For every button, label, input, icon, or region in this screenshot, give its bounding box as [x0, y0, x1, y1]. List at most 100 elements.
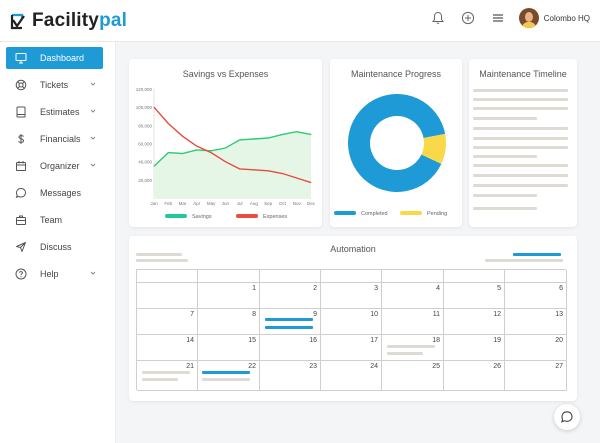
calendar-day-18[interactable]: 18 — [382, 335, 444, 361]
calendar-day-5[interactable]: 5 — [444, 283, 505, 309]
sidebar-item-help[interactable]: Help — [6, 263, 103, 285]
calendar-day-2[interactable]: 2 — [260, 283, 321, 309]
calendar-day-9[interactable]: 9 — [260, 309, 321, 335]
calendar-cell[interactable] — [198, 270, 260, 283]
sidebar-item-label: Team — [40, 215, 63, 225]
logo[interactable]: Facilitypal — [10, 10, 127, 32]
sidebar-item-team[interactable]: Team — [6, 209, 103, 231]
calendar-day-11[interactable]: 11 — [382, 309, 444, 335]
sidebar-item-financials[interactable]: Financials — [6, 128, 103, 150]
avatar[interactable] — [518, 8, 539, 28]
data-point — [310, 134, 312, 135]
event-placeholder[interactable] — [387, 345, 435, 348]
sidebar-item-label: Organizer — [40, 161, 80, 171]
data-point — [282, 173, 283, 174]
legend-swatch-pending — [400, 211, 422, 215]
highlight-bar — [513, 253, 561, 256]
maintenance-timeline-card: Maintenance Timeline — [469, 59, 577, 227]
event-bar[interactable] — [202, 371, 250, 374]
calendar-day-1[interactable]: 1 — [198, 283, 260, 309]
menu-icon[interactable] — [489, 9, 507, 27]
calendar-cell[interactable] — [137, 283, 198, 309]
timeline-placeholder — [473, 184, 568, 187]
sidebar-item-label: Estimates — [40, 107, 80, 117]
calendar-cell[interactable] — [321, 270, 382, 283]
x-tick-label: Apr — [193, 201, 201, 206]
sidebar-item-organizer[interactable]: Organizer — [6, 155, 103, 177]
add-circle-icon[interactable] — [459, 9, 477, 27]
calendar-day-25[interactable]: 25 — [382, 361, 444, 391]
user-name[interactable]: Colombo HQ — [543, 13, 590, 23]
calendar-day-10[interactable]: 10 — [321, 309, 382, 335]
data-point — [253, 169, 255, 171]
savings-expenses-card: Savings vs Expenses 20,000 40,000 60,000 80… — [129, 59, 322, 227]
calendar-day-27[interactable]: 27 — [505, 361, 567, 391]
timeline-placeholder — [473, 164, 568, 167]
calendar-cell[interactable] — [444, 270, 505, 283]
x-tick-label: Sep — [264, 201, 273, 206]
calendar-day-15[interactable]: 15 — [198, 335, 260, 361]
calendar-day-19[interactable]: 19 — [444, 335, 505, 361]
data-point — [167, 152, 169, 153]
day-number: 14 — [186, 337, 194, 344]
timeline-placeholder — [473, 137, 568, 140]
y-tick-label: 120,000 — [136, 87, 153, 92]
data-point — [296, 177, 298, 179]
sidebar-item-tickets[interactable]: Tickets — [6, 74, 103, 96]
calendar-day-3[interactable]: 3 — [321, 283, 382, 309]
event-placeholder[interactable] — [142, 371, 190, 374]
calendar-day-26[interactable]: 26 — [444, 361, 505, 391]
calendar-day-8[interactable]: 8 — [198, 309, 260, 335]
data-point — [239, 139, 241, 141]
calendar-day-21[interactable]: 21 — [137, 361, 198, 391]
card-title: Maintenance Progress — [350, 69, 442, 79]
card-title: Automation — [330, 244, 376, 254]
day-number: 4 — [436, 285, 440, 292]
sidebar-item-dashboard[interactable]: Dashboard — [6, 47, 103, 69]
day-number: 24 — [370, 363, 378, 370]
day-number: 2 — [313, 285, 317, 292]
calendar-day-22[interactable]: 22 — [198, 361, 260, 391]
data-point — [210, 150, 212, 152]
x-tick-label: Nov — [293, 201, 302, 206]
event-placeholder[interactable] — [202, 378, 250, 381]
data-point — [310, 182, 312, 183]
day-number: 23 — [309, 363, 317, 370]
sidebar-item-discuss[interactable]: Discuss — [6, 236, 103, 258]
calendar-cell[interactable] — [137, 270, 198, 283]
y-tick-label: 80,000 — [138, 123, 152, 128]
sidebar-item-label: Help — [40, 269, 59, 279]
calendar-day-17[interactable]: 17 — [321, 335, 382, 361]
calendar-cell[interactable] — [505, 270, 567, 283]
calendar-day-4[interactable]: 4 — [382, 283, 444, 309]
day-number: 7 — [190, 311, 194, 318]
chat-button[interactable] — [554, 404, 580, 430]
sidebar-item-label: Messages — [40, 188, 82, 198]
event-bar[interactable] — [265, 318, 313, 321]
sidebar-item-messages[interactable]: Messages — [6, 182, 103, 204]
calendar-cell[interactable] — [260, 270, 321, 283]
calendar-day-24[interactable]: 24 — [321, 361, 382, 391]
x-tick-label: Mar — [179, 201, 187, 206]
day-number: 11 — [432, 311, 440, 318]
calendar-day-6[interactable]: 6 — [505, 283, 567, 309]
data-point — [267, 137, 269, 139]
calendar-icon — [14, 159, 28, 173]
bell-icon[interactable] — [429, 9, 447, 27]
calendar-day-23[interactable]: 23 — [260, 361, 321, 391]
data-point — [210, 152, 212, 153]
calendar-cell[interactable] — [382, 270, 444, 283]
calendar-day-13[interactable]: 13 — [505, 309, 567, 335]
calendar-day-16[interactable]: 16 — [260, 335, 321, 361]
calendar-day-7[interactable]: 7 — [137, 309, 198, 335]
day-number: 18 — [432, 337, 440, 344]
calendar-day-12[interactable]: 12 — [444, 309, 505, 335]
calendar-day-14[interactable]: 14 — [137, 335, 198, 361]
data-point — [182, 153, 183, 154]
event-bar[interactable] — [265, 326, 313, 329]
event-placeholder[interactable] — [142, 378, 178, 381]
event-placeholder[interactable] — [387, 352, 423, 355]
series-line-expenses — [153, 106, 312, 184]
calendar-day-20[interactable]: 20 — [505, 335, 567, 361]
sidebar-item-estimates[interactable]: Estimates — [6, 101, 103, 123]
